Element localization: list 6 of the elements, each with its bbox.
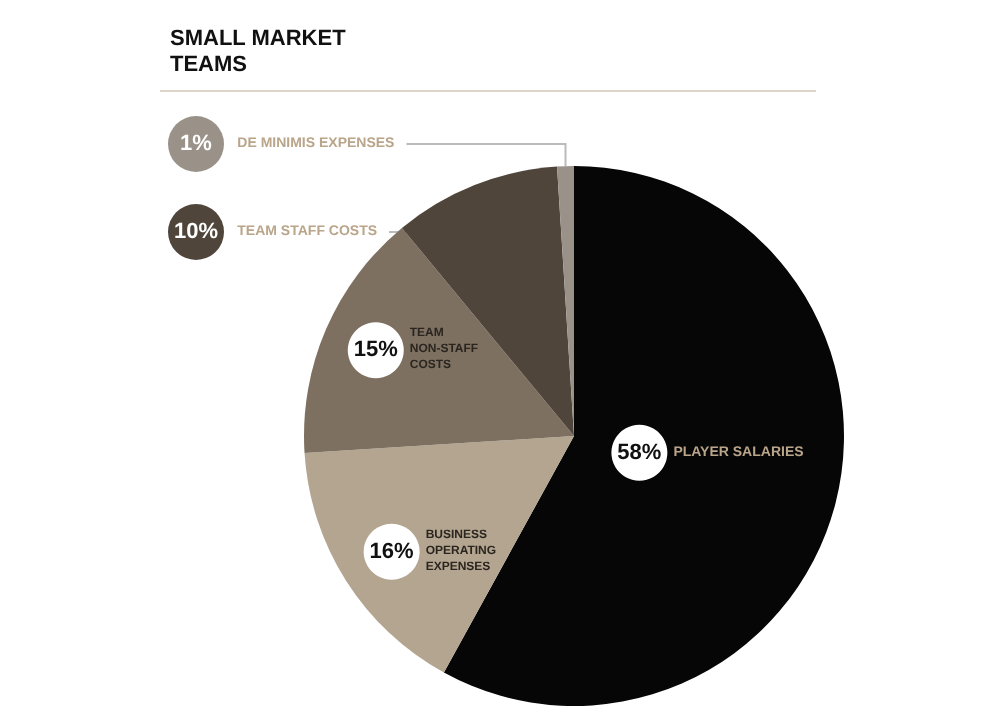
data-label: 15% — [353, 338, 399, 363]
chart-title: SMALL MARKET TEAMS — [170, 27, 352, 77]
data-label: 1% — [180, 132, 213, 156]
data-label: 16% — [369, 539, 415, 564]
data-label: 58% — [617, 440, 662, 465]
data-label: 10% — [173, 220, 219, 244]
